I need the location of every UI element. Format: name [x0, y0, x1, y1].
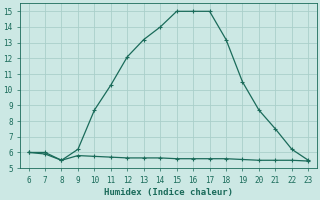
X-axis label: Humidex (Indice chaleur): Humidex (Indice chaleur) [104, 188, 233, 197]
